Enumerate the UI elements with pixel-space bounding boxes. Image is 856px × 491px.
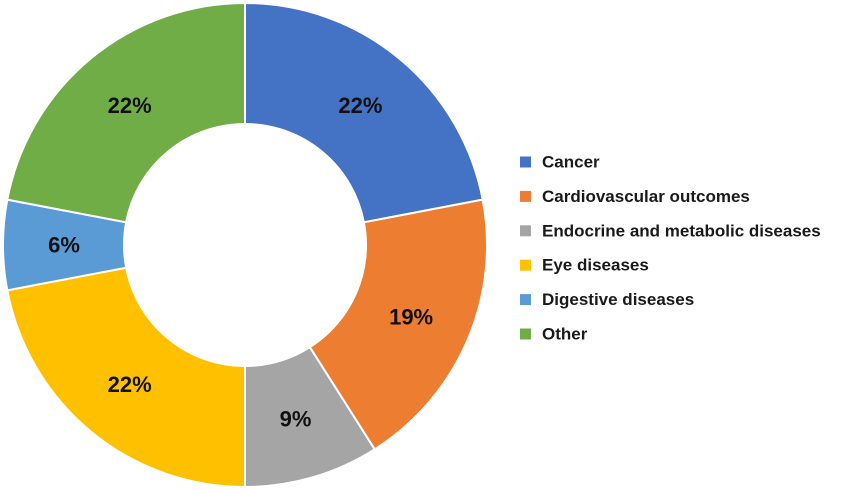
legend-label-cardiovascular-outcomes: Cardiovascular outcomes [542, 187, 750, 206]
legend-label-digestive-diseases: Digestive diseases [542, 290, 694, 309]
legend-item-other: Other [520, 325, 588, 344]
slice-data-labels: 22% 19% 9% 22% 6% 22% [48, 93, 433, 431]
legend-label-endocrine-and-metabolic-diseases: Endocrine and metabolic diseases [542, 221, 821, 240]
data-label-other: 22% [108, 93, 152, 118]
legend-swatch-endocrine-and-metabolic-diseases [520, 225, 531, 237]
chart-legend: Cancer Cardiovascular outcomes Endocrine a… [520, 153, 821, 344]
data-label-eye-diseases: 22% [108, 372, 152, 397]
data-label-cancer: 22% [338, 93, 382, 118]
legend-item-endocrine-and-metabolic-diseases: Endocrine and metabolic diseases [520, 221, 821, 240]
slice-cardiovascular-outcomes [308, 198, 488, 451]
legend-item-digestive-diseases: Digestive diseases [520, 290, 694, 309]
legend-item-cardiovascular-outcomes: Cardiovascular outcomes [520, 187, 750, 206]
legend-swatch-cancer [520, 156, 531, 168]
data-label-cardiovascular-outcomes: 19% [389, 304, 433, 329]
legend-label-eye-diseases: Eye diseases [542, 256, 649, 275]
slice-other [6, 1, 246, 224]
data-label-digestive-diseases: 6% [48, 233, 80, 258]
legend-swatch-other [520, 328, 531, 340]
legend-label-cancer: Cancer [542, 153, 600, 172]
donut-slices [2, 1, 488, 489]
legend-swatch-digestive-diseases [520, 294, 531, 306]
slice-cancer [244, 1, 484, 224]
legend-item-cancer: Cancer [520, 153, 600, 172]
slice-eye-diseases [6, 266, 246, 489]
legend-swatch-eye-diseases [520, 259, 531, 271]
legend-label-other: Other [542, 325, 588, 344]
data-label-endocrine-and-metabolic-diseases: 9% [280, 406, 312, 431]
legend-item-eye-diseases: Eye diseases [520, 256, 649, 275]
legend-swatch-cardiovascular-outcomes [520, 190, 531, 202]
